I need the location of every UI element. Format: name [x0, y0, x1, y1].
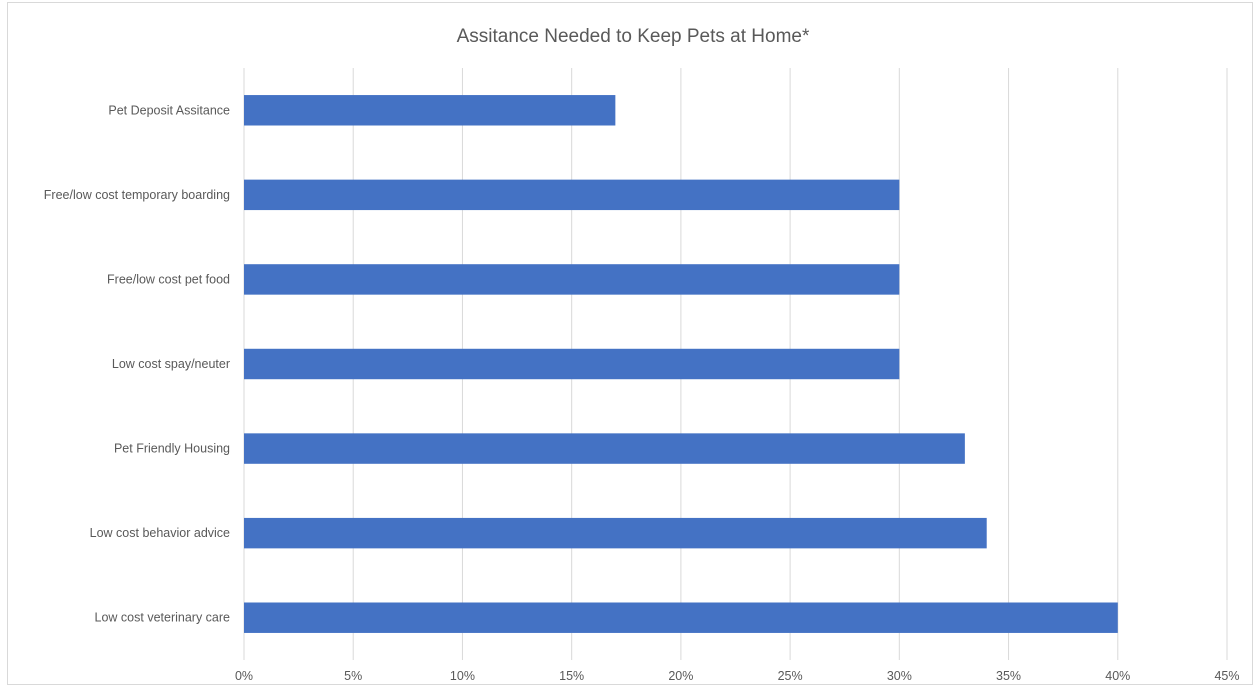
bar: [244, 264, 900, 295]
bar: [244, 179, 900, 211]
category-label: Free/low cost temporary boarding: [44, 188, 230, 202]
x-tick-label: 45%: [1214, 669, 1239, 683]
x-tick-label: 35%: [996, 669, 1021, 683]
category-label: Low cost spay/neuter: [112, 357, 230, 371]
x-tick-label: 20%: [668, 669, 693, 683]
bars: [244, 95, 1118, 633]
bar: [244, 348, 900, 380]
bar: [244, 517, 987, 549]
chart-title: Assitance Needed to Keep Pets at Home*: [457, 26, 810, 47]
category-label: Pet Deposit Assitance: [108, 103, 230, 117]
x-tick-label: 5%: [344, 669, 362, 683]
category-labels: Pet Deposit Assitance Free/low cost tempo…: [44, 103, 230, 624]
bar: [244, 95, 616, 126]
bar: [244, 433, 965, 464]
chart-frame: [7, 2, 1253, 685]
gridlines: [243, 68, 1228, 660]
x-tick-label: 15%: [559, 669, 584, 683]
bar: [244, 602, 1118, 633]
x-tick-label: 10%: [450, 669, 475, 683]
x-tick-label: 40%: [1105, 669, 1130, 683]
x-tick-label: 0%: [235, 669, 253, 683]
category-label: Low cost behavior advice: [90, 526, 230, 540]
x-tick-label: 25%: [778, 669, 803, 683]
category-label: Free/low cost pet food: [107, 272, 230, 286]
category-label: Pet Friendly Housing: [114, 442, 230, 456]
x-tick-label: 30%: [887, 669, 912, 683]
category-label: Low cost veterinary care: [95, 611, 231, 625]
x-axis-tick-labels: 0% 5% 10% 15% 20% 25% 30% 35% 40% 45%: [235, 669, 1240, 683]
